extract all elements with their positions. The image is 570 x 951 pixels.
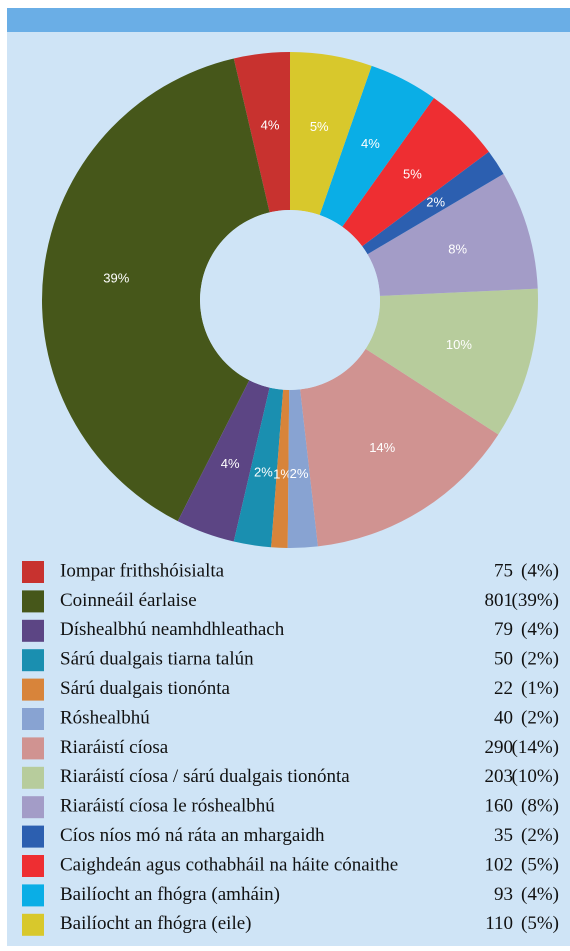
- legend-percent: (1%): [521, 678, 559, 699]
- legend-swatch: [22, 678, 44, 701]
- donut-hole: [200, 210, 380, 390]
- legend-label: Bailíocht an fhógra (amháin): [60, 884, 280, 905]
- slice-label: 2%: [254, 464, 273, 479]
- slice: [233, 52, 290, 213]
- legend-swatch: [22, 708, 44, 730]
- slice: [271, 389, 290, 548]
- legend-percent: (10%): [512, 766, 559, 787]
- legend-count: 801: [485, 590, 514, 611]
- slice-label: 14%: [369, 440, 395, 455]
- slice: [287, 389, 318, 548]
- slice-label: 4%: [261, 118, 280, 133]
- legend-swatch: [22, 561, 44, 583]
- legend-percent: (4%): [521, 560, 559, 581]
- slice: [177, 380, 270, 542]
- legend-label: Iompar frithshóisialta: [60, 560, 225, 581]
- legend-label: Bailíocht an fhógra (eile): [60, 913, 252, 934]
- legend-count: 102: [485, 854, 514, 875]
- legend-swatch: [22, 855, 44, 877]
- legend-label: Sárú dualgais tiarna talún: [60, 649, 254, 670]
- legend-count: 110: [485, 913, 513, 934]
- legend-percent: (8%): [521, 796, 559, 817]
- legend-percent: (2%): [521, 707, 559, 728]
- legend-swatch: [22, 649, 44, 672]
- slice-label: 39%: [103, 270, 129, 285]
- legend-count: 40: [494, 707, 513, 728]
- legend-label: Díshealbhú neamhdhleathach: [60, 619, 285, 640]
- legend-label: Coinneáil éarlaise: [60, 590, 197, 611]
- slice-label: 4%: [221, 456, 240, 471]
- slice-label: 4%: [361, 136, 380, 151]
- slice-label: 1%: [273, 466, 292, 481]
- header-bar: [7, 8, 570, 32]
- legend-percent: (39%): [512, 590, 559, 611]
- legend-swatch: [22, 766, 44, 789]
- legend-count: 22: [494, 678, 513, 699]
- legend-swatch: [22, 825, 44, 848]
- legend-label: Róshealbhú: [60, 707, 150, 728]
- legend-label: Riaráistí cíosa / sárú dualgais tionónta: [60, 766, 350, 787]
- legend-count: 79: [494, 619, 513, 640]
- legend-count: 75: [494, 560, 513, 581]
- slice: [362, 151, 504, 255]
- legend-swatch: [22, 590, 44, 613]
- legend-count: 290: [485, 737, 514, 758]
- legend-percent: (4%): [521, 619, 559, 640]
- legend-swatch: [22, 619, 44, 642]
- slice-label: 10%: [446, 337, 472, 352]
- legend-percent: (2%): [521, 825, 559, 846]
- slice: [342, 98, 489, 247]
- legend-label: Caighdeán agus cothabháil na háite cónai…: [60, 854, 398, 875]
- legend-label: Sárú dualgais tionónta: [60, 678, 230, 699]
- slice-label: 5%: [403, 166, 422, 181]
- legend-count: 160: [485, 796, 514, 817]
- legend-swatch: [22, 913, 44, 936]
- legend-count: 35: [494, 825, 513, 846]
- legend-swatch: [22, 884, 44, 907]
- slice: [367, 173, 538, 296]
- slice: [290, 52, 372, 216]
- slice: [300, 348, 499, 547]
- legend-percent: (5%): [521, 913, 559, 934]
- legend-percent: (4%): [521, 884, 559, 905]
- legend-count: 50: [494, 649, 513, 670]
- slice: [233, 387, 284, 548]
- legend-count: 203: [485, 766, 514, 787]
- legend-percent: (5%): [521, 854, 559, 875]
- legend-label: Riaráistí cíosa: [60, 737, 169, 758]
- slice-label: 2%: [426, 194, 445, 209]
- slice-label: 8%: [448, 241, 467, 256]
- slice-label: 5%: [310, 119, 329, 134]
- legend-label: Riaráistí cíosa le róshealbhú: [60, 796, 275, 817]
- slice: [365, 288, 538, 435]
- legend-swatch: [22, 796, 44, 819]
- slice: [319, 65, 434, 227]
- slice-label: 2%: [290, 466, 309, 481]
- legend-label: Cíos níos mó ná ráta an mhargaidh: [60, 825, 325, 846]
- slice: [42, 58, 270, 522]
- legend-count: 93: [494, 884, 513, 905]
- legend-swatch: [22, 737, 44, 760]
- legend-percent: (2%): [521, 649, 559, 670]
- legend-percent: (14%): [512, 737, 559, 758]
